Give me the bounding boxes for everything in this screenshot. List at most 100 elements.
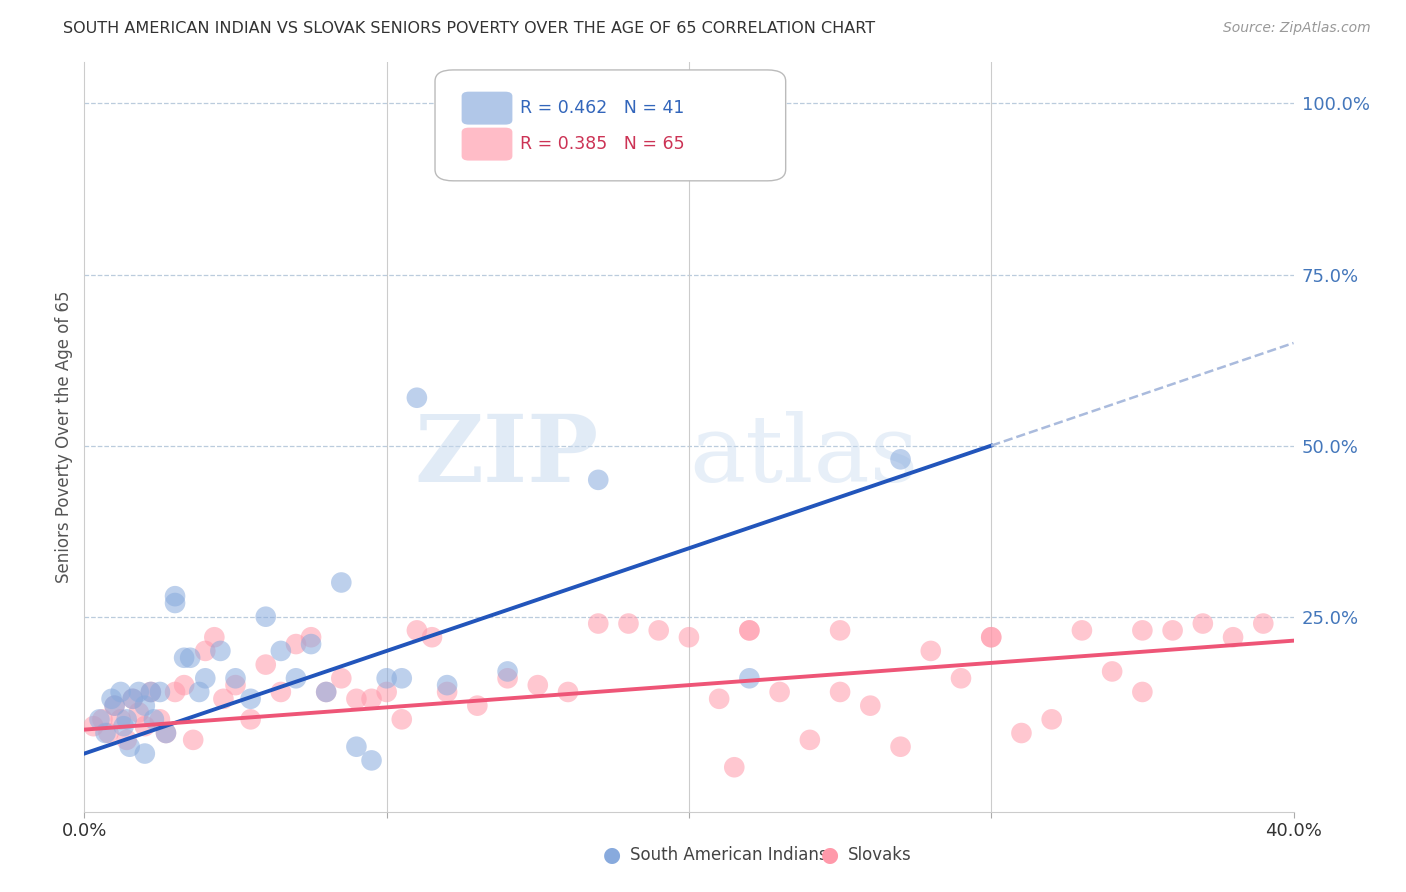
Text: ●: ● — [603, 845, 620, 864]
Point — [134, 747, 156, 761]
Point — [173, 650, 195, 665]
Text: Source: ZipAtlas.com: Source: ZipAtlas.com — [1223, 21, 1371, 35]
Point — [1253, 616, 1275, 631]
Point — [118, 739, 141, 754]
Point — [225, 671, 247, 685]
Point — [270, 644, 292, 658]
Point — [104, 698, 127, 713]
Y-axis label: Seniors Poverty Over the Age of 65: Seniors Poverty Over the Age of 65 — [55, 291, 73, 583]
Text: ZIP: ZIP — [413, 411, 599, 500]
Point — [254, 657, 277, 672]
Point — [155, 726, 177, 740]
Point — [128, 706, 150, 720]
Point — [799, 732, 821, 747]
Point — [678, 630, 700, 644]
Point — [173, 678, 195, 692]
Point — [115, 712, 138, 726]
Point — [139, 685, 162, 699]
Point — [890, 452, 912, 467]
Point — [82, 719, 104, 733]
Point — [285, 671, 308, 685]
Point — [709, 691, 731, 706]
Point — [375, 685, 398, 699]
Point — [165, 685, 187, 699]
Point — [181, 732, 204, 747]
Point — [391, 712, 413, 726]
Point — [165, 596, 187, 610]
Point — [648, 624, 671, 638]
Point — [496, 665, 519, 679]
Point — [1222, 630, 1244, 644]
Point — [110, 685, 132, 699]
Point — [1011, 726, 1033, 740]
FancyBboxPatch shape — [461, 92, 512, 125]
Point — [212, 691, 235, 706]
Point — [527, 678, 550, 692]
Text: R = 0.385   N = 65: R = 0.385 N = 65 — [520, 135, 685, 153]
Point — [391, 671, 413, 685]
Point — [134, 698, 156, 713]
Point — [179, 650, 201, 665]
Point — [188, 685, 211, 699]
Point — [557, 685, 579, 699]
Point — [588, 473, 610, 487]
Point — [1101, 665, 1123, 679]
Point — [723, 760, 745, 774]
Point — [315, 685, 337, 699]
Point — [1040, 712, 1063, 726]
Point — [149, 712, 172, 726]
Point — [375, 671, 398, 685]
Point — [254, 609, 277, 624]
Point — [110, 712, 132, 726]
Point — [270, 685, 292, 699]
Point — [360, 691, 382, 706]
Point — [830, 624, 852, 638]
Text: R = 0.462   N = 41: R = 0.462 N = 41 — [520, 99, 685, 117]
Point — [346, 739, 368, 754]
FancyBboxPatch shape — [461, 128, 512, 161]
Point — [830, 685, 852, 699]
Point — [239, 691, 262, 706]
Point — [139, 685, 162, 699]
Point — [91, 712, 114, 726]
Point — [436, 685, 458, 699]
Point — [104, 698, 127, 713]
Text: SOUTH AMERICAN INDIAN VS SLOVAK SENIORS POVERTY OVER THE AGE OF 65 CORRELATION C: SOUTH AMERICAN INDIAN VS SLOVAK SENIORS … — [63, 21, 876, 36]
Point — [194, 671, 217, 685]
Point — [496, 671, 519, 685]
Point — [330, 575, 353, 590]
Point — [115, 732, 138, 747]
Point — [121, 691, 143, 706]
Point — [149, 685, 172, 699]
Point — [194, 644, 217, 658]
Point — [239, 712, 262, 726]
Point — [89, 712, 111, 726]
Point — [920, 644, 942, 658]
Point — [738, 671, 761, 685]
Point — [420, 630, 443, 644]
Point — [225, 678, 247, 692]
Point — [1071, 624, 1094, 638]
Point — [1192, 616, 1215, 631]
Point — [617, 616, 640, 631]
Point — [346, 691, 368, 706]
Point — [121, 691, 143, 706]
Point — [142, 712, 165, 726]
Text: ●: ● — [821, 845, 838, 864]
Point — [467, 698, 489, 713]
Point — [165, 589, 187, 603]
Point — [202, 630, 225, 644]
Point — [738, 624, 761, 638]
Point — [406, 391, 429, 405]
Point — [134, 719, 156, 733]
Point — [950, 671, 973, 685]
Point — [769, 685, 792, 699]
Point — [209, 644, 232, 658]
Point — [155, 726, 177, 740]
Point — [406, 624, 429, 638]
Point — [299, 630, 322, 644]
Point — [100, 691, 122, 706]
Point — [128, 685, 150, 699]
Text: South American Indians: South American Indians — [630, 846, 828, 863]
FancyBboxPatch shape — [434, 70, 786, 181]
